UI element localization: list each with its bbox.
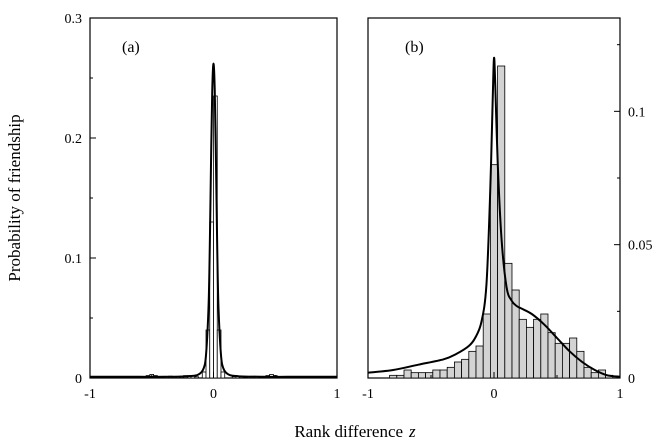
- panel-b-bar-3: [410, 372, 419, 379]
- panel-a-x-tick-label-1: 0: [210, 387, 217, 402]
- panel-b-bar-6: [432, 369, 441, 379]
- panel-a-ticks: -1 0 100.10.20.3: [65, 12, 341, 402]
- panel-b-bar-13: [482, 313, 491, 379]
- panel-b-bar-22: [547, 332, 556, 379]
- panel-b-y-tick-label-2: 0.1: [628, 105, 646, 120]
- panel-b-bar-27: [583, 366, 592, 379]
- panel-b-bar-20: [533, 318, 542, 379]
- panel-b-ticks: -1 0 100.050.1: [362, 44, 653, 402]
- panel-a-bar-12: [201, 371, 207, 379]
- panel-b-fit-curve: [367, 56, 621, 378]
- x-axis-title-text: Rank difference: [294, 422, 403, 441]
- panel-b-bar-5: [425, 372, 434, 379]
- panel-a-y-tick-label-2: 0.2: [65, 132, 83, 147]
- panel-b-bar-26: [576, 350, 585, 379]
- panel-b-x-tick-label-1: 0: [491, 387, 498, 402]
- panel-b-bar-19: [526, 326, 534, 379]
- panel-a-y-tick-label-3: 0.3: [65, 12, 83, 27]
- panel-b-bar-0: [389, 374, 398, 379]
- panel-b-bar-14: [489, 164, 498, 379]
- panel-b-bar-10: [461, 358, 470, 379]
- panel-a-x-tick-label-0: -1: [84, 387, 96, 402]
- panel-b-x-tick-label-2: 1: [617, 387, 624, 402]
- x-axis-title: Rank difference z: [294, 422, 416, 441]
- panel-b-bar-7: [439, 369, 448, 379]
- panel-b-bar-4: [418, 372, 427, 379]
- panel-b-bar-23: [554, 342, 563, 379]
- panel-b-x-tick-label-0: -1: [362, 387, 374, 402]
- panel-a-bar-17: [220, 371, 226, 379]
- panel-b-bar-28: [590, 372, 599, 379]
- panel-b-bar-2: [403, 369, 412, 379]
- panel-b: -1 0 100.050.1 (b): [362, 17, 653, 402]
- panel-a-y-tick-label-0: 0: [75, 372, 82, 387]
- panel-b-bar-11: [468, 350, 477, 379]
- panel-a-fit-curve: [89, 62, 337, 378]
- panel-a-bar-18: [231, 376, 237, 379]
- panel-b-bar-12: [475, 345, 484, 379]
- panel-a-bar-11: [194, 376, 199, 379]
- panel-b-bar-1: [396, 374, 405, 379]
- panel-a-y-tick-label-1: 0.1: [65, 252, 83, 267]
- panel-b-bar-9: [453, 361, 462, 379]
- x-axis-title-variable: z: [408, 422, 416, 441]
- y-axis-title: Probability of friendship: [5, 114, 24, 281]
- panel-a-label: (a): [122, 39, 140, 56]
- panel-a-x-tick-label-2: 1: [334, 387, 341, 402]
- panel-b-y-tick-label-1: 0.05: [628, 239, 653, 254]
- panel-b-y-tick-label-0: 0: [628, 372, 635, 387]
- panel-b-bar-8: [446, 366, 455, 379]
- panel-a: -1 0 100.10.20.3 (a): [65, 12, 341, 402]
- panel-b-bar-18: [518, 318, 527, 379]
- panel-b-label: (b): [405, 39, 424, 56]
